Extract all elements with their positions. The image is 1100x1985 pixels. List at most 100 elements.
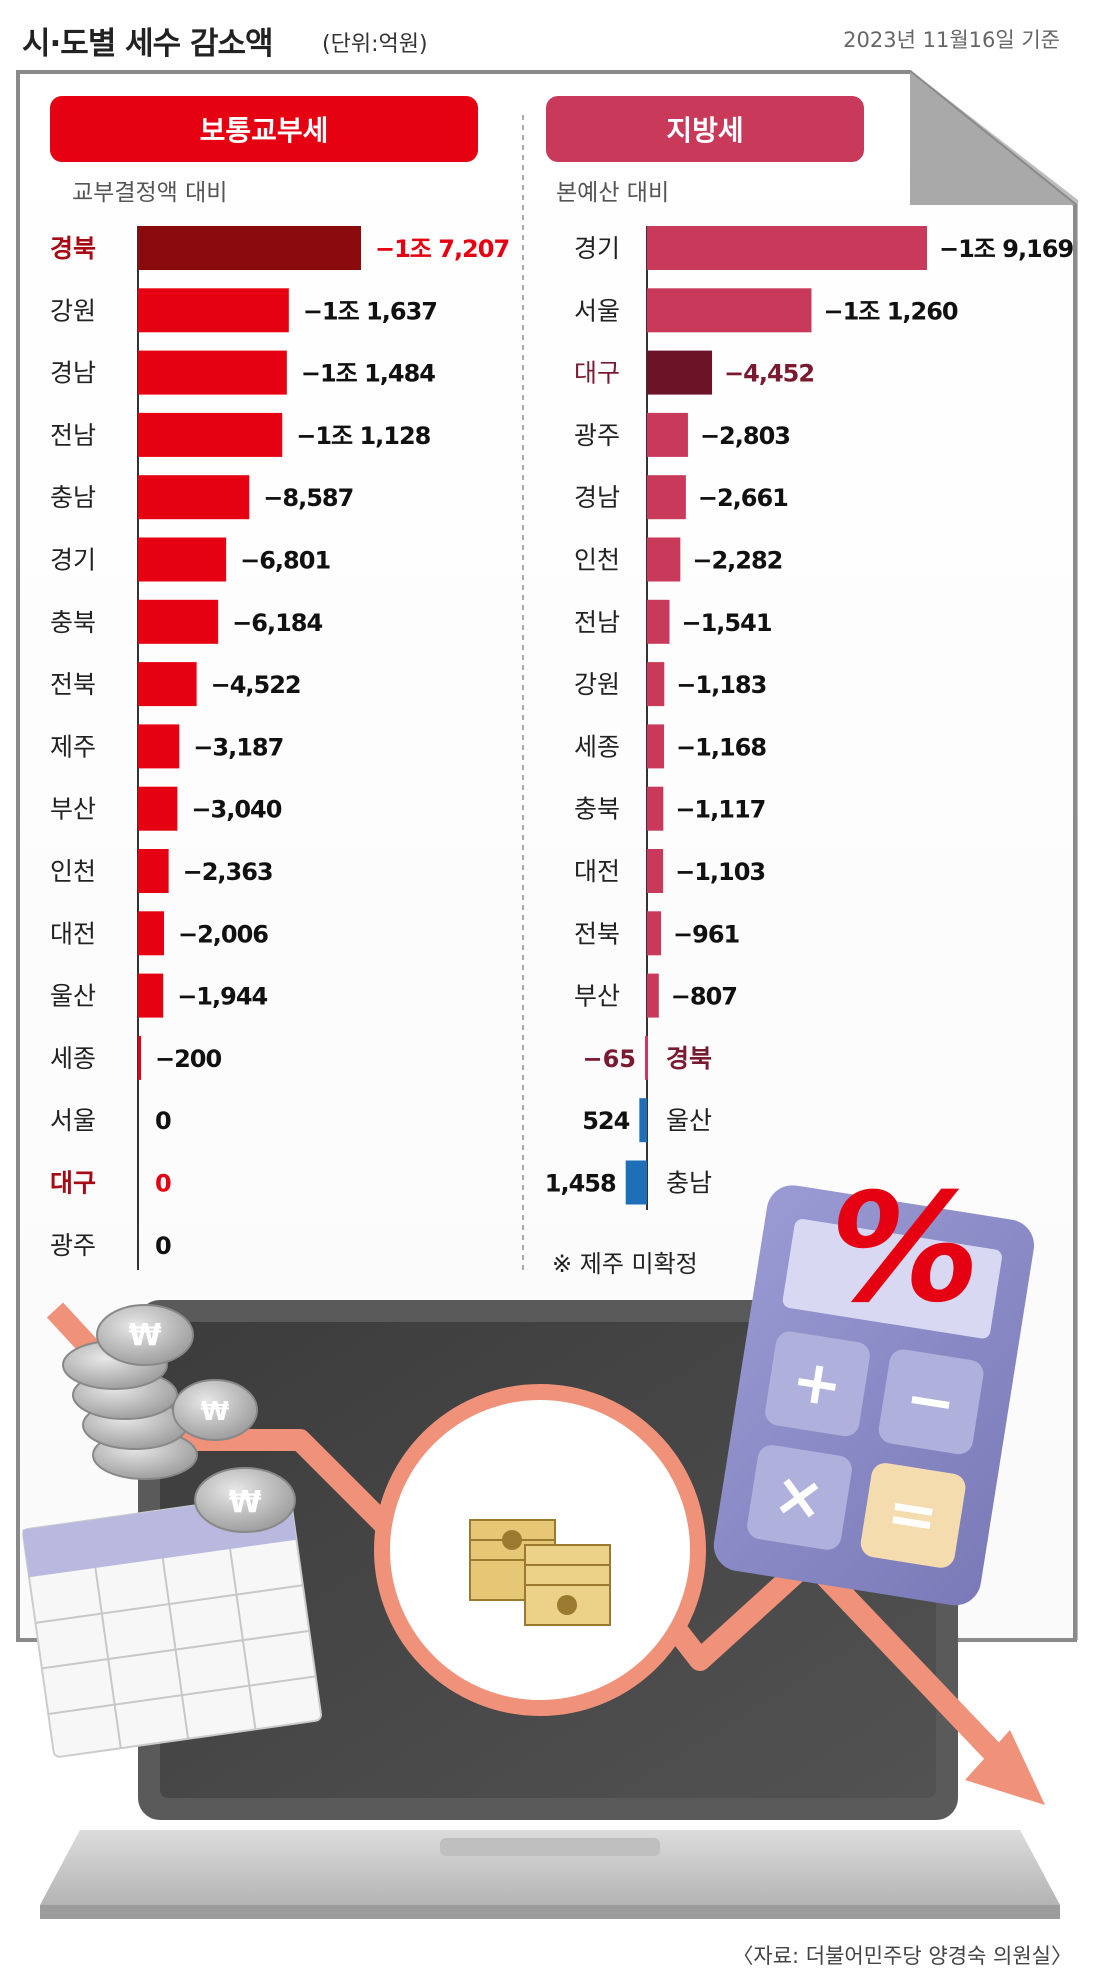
right-category-label: 경남 <box>574 483 620 512</box>
left-value-label: −1조 1,128 <box>296 422 430 450</box>
right-category-label: 대전 <box>574 857 620 886</box>
coin-stack-icon: ₩ ₩ ₩ <box>62 1304 296 1533</box>
right-value-label: −2,803 <box>700 422 790 450</box>
right-value-label: −1,183 <box>676 671 766 699</box>
left-category-label: 인천 <box>50 857 96 886</box>
right-bar <box>647 412 688 457</box>
right-bar-series: 경기 −1조 9,169 서울 −1조 1,260 대구 −4,452 광주 −2,803 경남… <box>545 226 1074 1205</box>
right-bar <box>645 1035 648 1080</box>
cash-bundle-icon <box>374 1384 706 1716</box>
left-value-label: −200 <box>155 1045 222 1073</box>
right-bar <box>625 1160 647 1205</box>
svg-text:₩: ₩ <box>228 1485 261 1520</box>
right-bar <box>647 599 670 644</box>
left-bar <box>138 662 197 707</box>
right-bar <box>647 724 665 769</box>
right-category-label: 부산 <box>574 982 620 1011</box>
left-category-label: 광주 <box>50 1231 96 1260</box>
date-label: 2023년 11월16일 기준 <box>843 28 1060 52</box>
left-category-label: 강원 <box>50 296 96 325</box>
left-category-label: 충북 <box>50 608 96 637</box>
left-category-label: 부산 <box>50 795 96 824</box>
left-category-label: 울산 <box>50 982 96 1011</box>
right-value-label: −1,168 <box>676 733 766 761</box>
calendar-icon <box>22 1491 323 1758</box>
left-category-label: 경북 <box>50 234 96 263</box>
left-value-label: −2,006 <box>178 920 268 948</box>
right-value-label: −1조 1,260 <box>823 297 957 325</box>
left-category-label: 경기 <box>50 546 96 575</box>
left-category-label: 대전 <box>50 919 96 948</box>
left-bar <box>138 226 361 270</box>
right-bar <box>647 288 812 333</box>
left-value-label: 0 <box>155 1107 171 1135</box>
right-bar <box>647 786 664 831</box>
left-value-label: 0 <box>155 1170 171 1198</box>
right-value-label: −1,103 <box>675 858 765 886</box>
right-value-label: −961 <box>673 920 740 948</box>
left-bar <box>138 350 287 395</box>
right-value-label: −65 <box>582 1045 636 1073</box>
right-category-label: 서울 <box>574 296 620 325</box>
left-bar <box>138 911 164 956</box>
left-bar <box>138 537 227 582</box>
right-category-label: 충남 <box>666 1169 712 1198</box>
right-category-label: 전북 <box>574 919 620 948</box>
source-label: 〈자료: 더불어민주당 양경숙 의원실〉 <box>732 1944 1072 1968</box>
left-category-label: 대구 <box>50 1169 96 1198</box>
percent-sign: % <box>830 1162 980 1336</box>
calculator-key: − <box>900 1363 961 1440</box>
right-value-label: −2,282 <box>692 547 782 575</box>
left-value-label: −4,522 <box>211 671 301 699</box>
left-chart-title: 보통교부세 <box>200 114 329 147</box>
left-category-label: 제주 <box>50 732 96 761</box>
calculator-key: = <box>882 1476 943 1553</box>
right-bar <box>639 1098 647 1143</box>
left-bar <box>138 786 178 831</box>
left-bar-series: 경북 −1조 7,207 강원 −1조 1,637 경남 −1조 1,484 전남 −1조 1… <box>50 226 510 1260</box>
right-category-label: 전남 <box>574 608 620 637</box>
left-value-label: −3,040 <box>191 796 281 824</box>
right-category-label: 울산 <box>666 1106 712 1135</box>
left-value-label: −1,944 <box>177 983 267 1011</box>
left-value-label: −1조 7,207 <box>375 235 509 263</box>
right-value-label: −2,661 <box>698 484 788 512</box>
right-bar <box>647 475 686 520</box>
svg-text:₩: ₩ <box>128 1318 161 1353</box>
left-bar <box>138 1035 141 1080</box>
right-category-label: 경기 <box>574 234 620 263</box>
right-value-label: 524 <box>582 1107 629 1135</box>
right-category-label: 대구 <box>574 359 620 388</box>
left-category-label: 충남 <box>50 483 96 512</box>
left-category-label: 경남 <box>50 359 96 388</box>
page-title: 시·도별 세수 감소액 <box>22 26 274 62</box>
right-value-label: −1,541 <box>682 609 772 637</box>
left-bar <box>138 599 219 644</box>
right-bar <box>647 226 927 270</box>
right-chart-title: 지방세 <box>666 114 743 147</box>
left-value-label: −1조 1,637 <box>303 297 437 325</box>
illustration: ₩ ₩ ₩ + − × = % <box>22 1162 1060 1919</box>
left-value-label: −8,587 <box>263 484 353 512</box>
right-value-label: −4,452 <box>724 360 814 388</box>
right-bar <box>647 911 662 956</box>
left-value-label: −2,363 <box>183 858 273 886</box>
left-bar <box>138 724 180 769</box>
right-category-label: 광주 <box>574 421 620 450</box>
right-chart-subtitle: 본예산 대비 <box>556 180 669 206</box>
right-category-label: 세종 <box>574 732 620 761</box>
left-bar <box>138 849 169 893</box>
left-chart-subtitle: 교부결정액 대비 <box>72 180 227 206</box>
right-bar <box>647 662 665 707</box>
left-category-label: 전북 <box>50 670 96 699</box>
left-chart-header: 보통교부세 <box>50 96 478 162</box>
right-category-label: 인천 <box>574 546 620 575</box>
right-category-label: 충북 <box>574 795 620 824</box>
left-category-label: 세종 <box>50 1044 96 1073</box>
right-bar <box>647 973 659 1018</box>
left-value-label: −6,184 <box>232 609 322 637</box>
right-value-label: −1조 9,169 <box>939 235 1073 263</box>
right-bar <box>647 849 664 893</box>
left-value-label: 0 <box>155 1232 171 1260</box>
